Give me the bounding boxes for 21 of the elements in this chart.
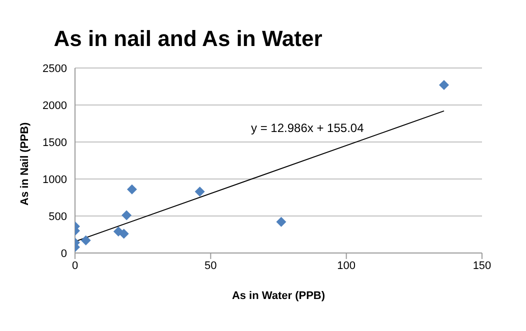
x-tick-label: 100: [337, 260, 356, 272]
point: [122, 210, 132, 220]
point: [118, 228, 129, 239]
annotation: y = 12.986x + 155.04: [251, 121, 364, 135]
y-tick-label: 1000: [42, 174, 67, 186]
point: [439, 80, 450, 90]
x-tick-label: 0: [72, 260, 78, 272]
chart-title: As in nail and As in Water: [52, 26, 324, 52]
x-tick-label: 50: [204, 260, 217, 272]
point: [80, 235, 91, 246]
y-tick-label: 2500: [42, 62, 67, 75]
y-tick-label: 2000: [42, 100, 67, 112]
y-axis-title: As in Nail (PPB): [18, 122, 31, 206]
point: [126, 184, 137, 194]
x-axis-title: As in Water (PPB): [232, 290, 326, 302]
y-tick-label: 1500: [42, 136, 67, 149]
y-tick-label: 0: [60, 248, 67, 260]
point: [194, 186, 205, 197]
x-tick-label: 150: [472, 260, 492, 272]
y-tick-label: 500: [48, 210, 67, 223]
point: [276, 216, 286, 227]
